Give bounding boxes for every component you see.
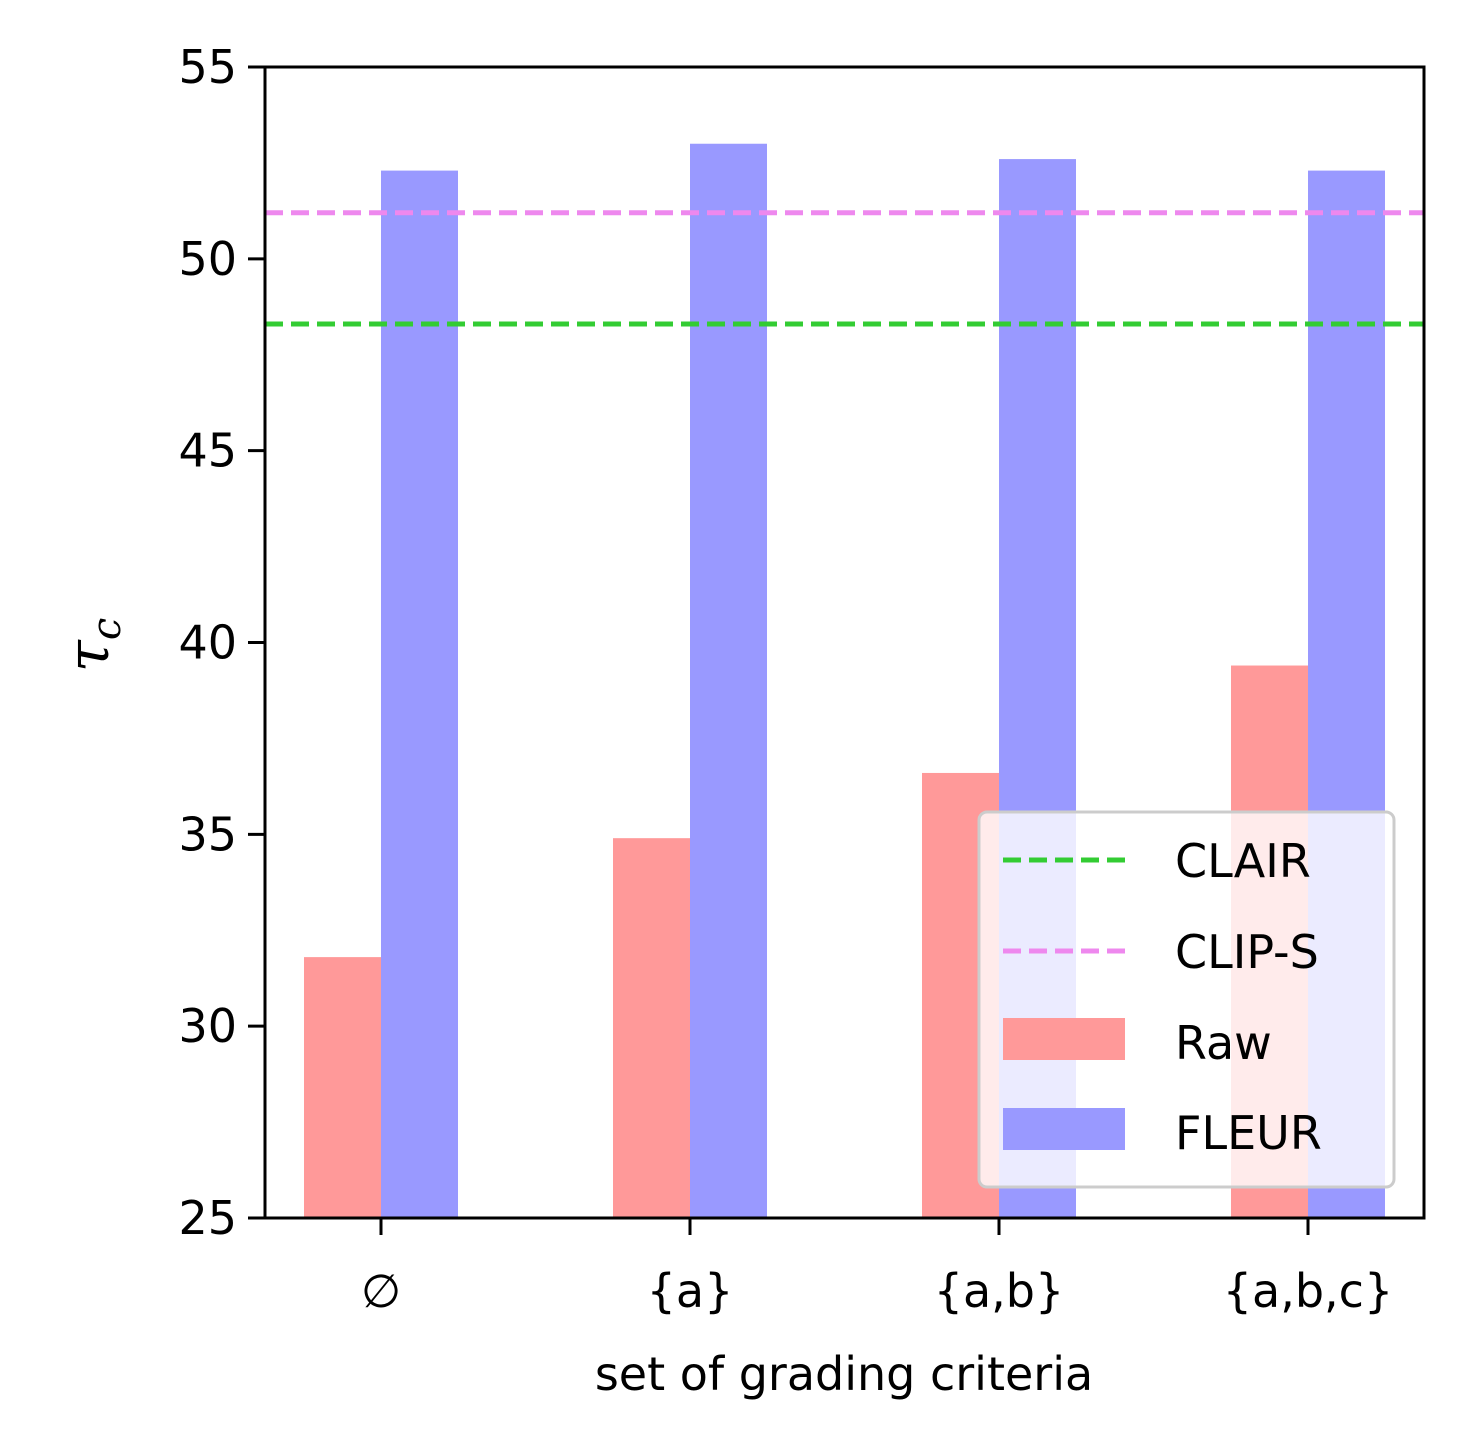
y-axis-title: τc: [54, 618, 130, 673]
legend-fleur-swatch: [1003, 1108, 1125, 1150]
legend-clip-s-label: CLIP-S: [1175, 925, 1319, 979]
y-tick-label: 40: [178, 616, 237, 670]
y-axis: 25 30 35 40 45 50 55: [178, 40, 265, 1245]
x-tick-label: {a,b}: [934, 1264, 1065, 1318]
bar-fleur-0: [381, 170, 458, 1219]
legend-fleur-label: FLEUR: [1175, 1106, 1322, 1160]
legend-raw-label: Raw: [1175, 1016, 1272, 1070]
y-axis-title-symbol: τ: [54, 639, 122, 672]
x-tick-label: {a,b,c}: [1223, 1264, 1393, 1318]
x-tick-label: ∅: [361, 1264, 401, 1318]
y-tick-label: 30: [178, 999, 237, 1053]
legend-raw-swatch: [1003, 1018, 1125, 1060]
x-axis-title: set of grading criteria: [595, 1347, 1093, 1401]
x-axis: ∅ {a} {a,b} {a,b,c}: [361, 1218, 1393, 1318]
legend-box: [977, 810, 1396, 1189]
legend: CLAIR CLIP-S Raw FLEUR: [977, 810, 1396, 1189]
y-tick-label: 45: [178, 424, 237, 478]
legend-clair-label: CLAIR: [1175, 834, 1311, 888]
y-axis-title-subscript: c: [84, 618, 130, 640]
bar-fleur-1: [690, 143, 767, 1218]
bar-raw-0: [304, 957, 381, 1218]
y-tick-label: 35: [178, 807, 237, 861]
y-tick-label: 55: [178, 40, 237, 94]
y-tick-label: 25: [178, 1191, 237, 1245]
x-tick-label: {a}: [647, 1264, 734, 1318]
y-tick-label: 50: [178, 232, 237, 286]
bar-raw-1: [613, 838, 690, 1218]
reference-lines-layer: [265, 210, 1424, 327]
